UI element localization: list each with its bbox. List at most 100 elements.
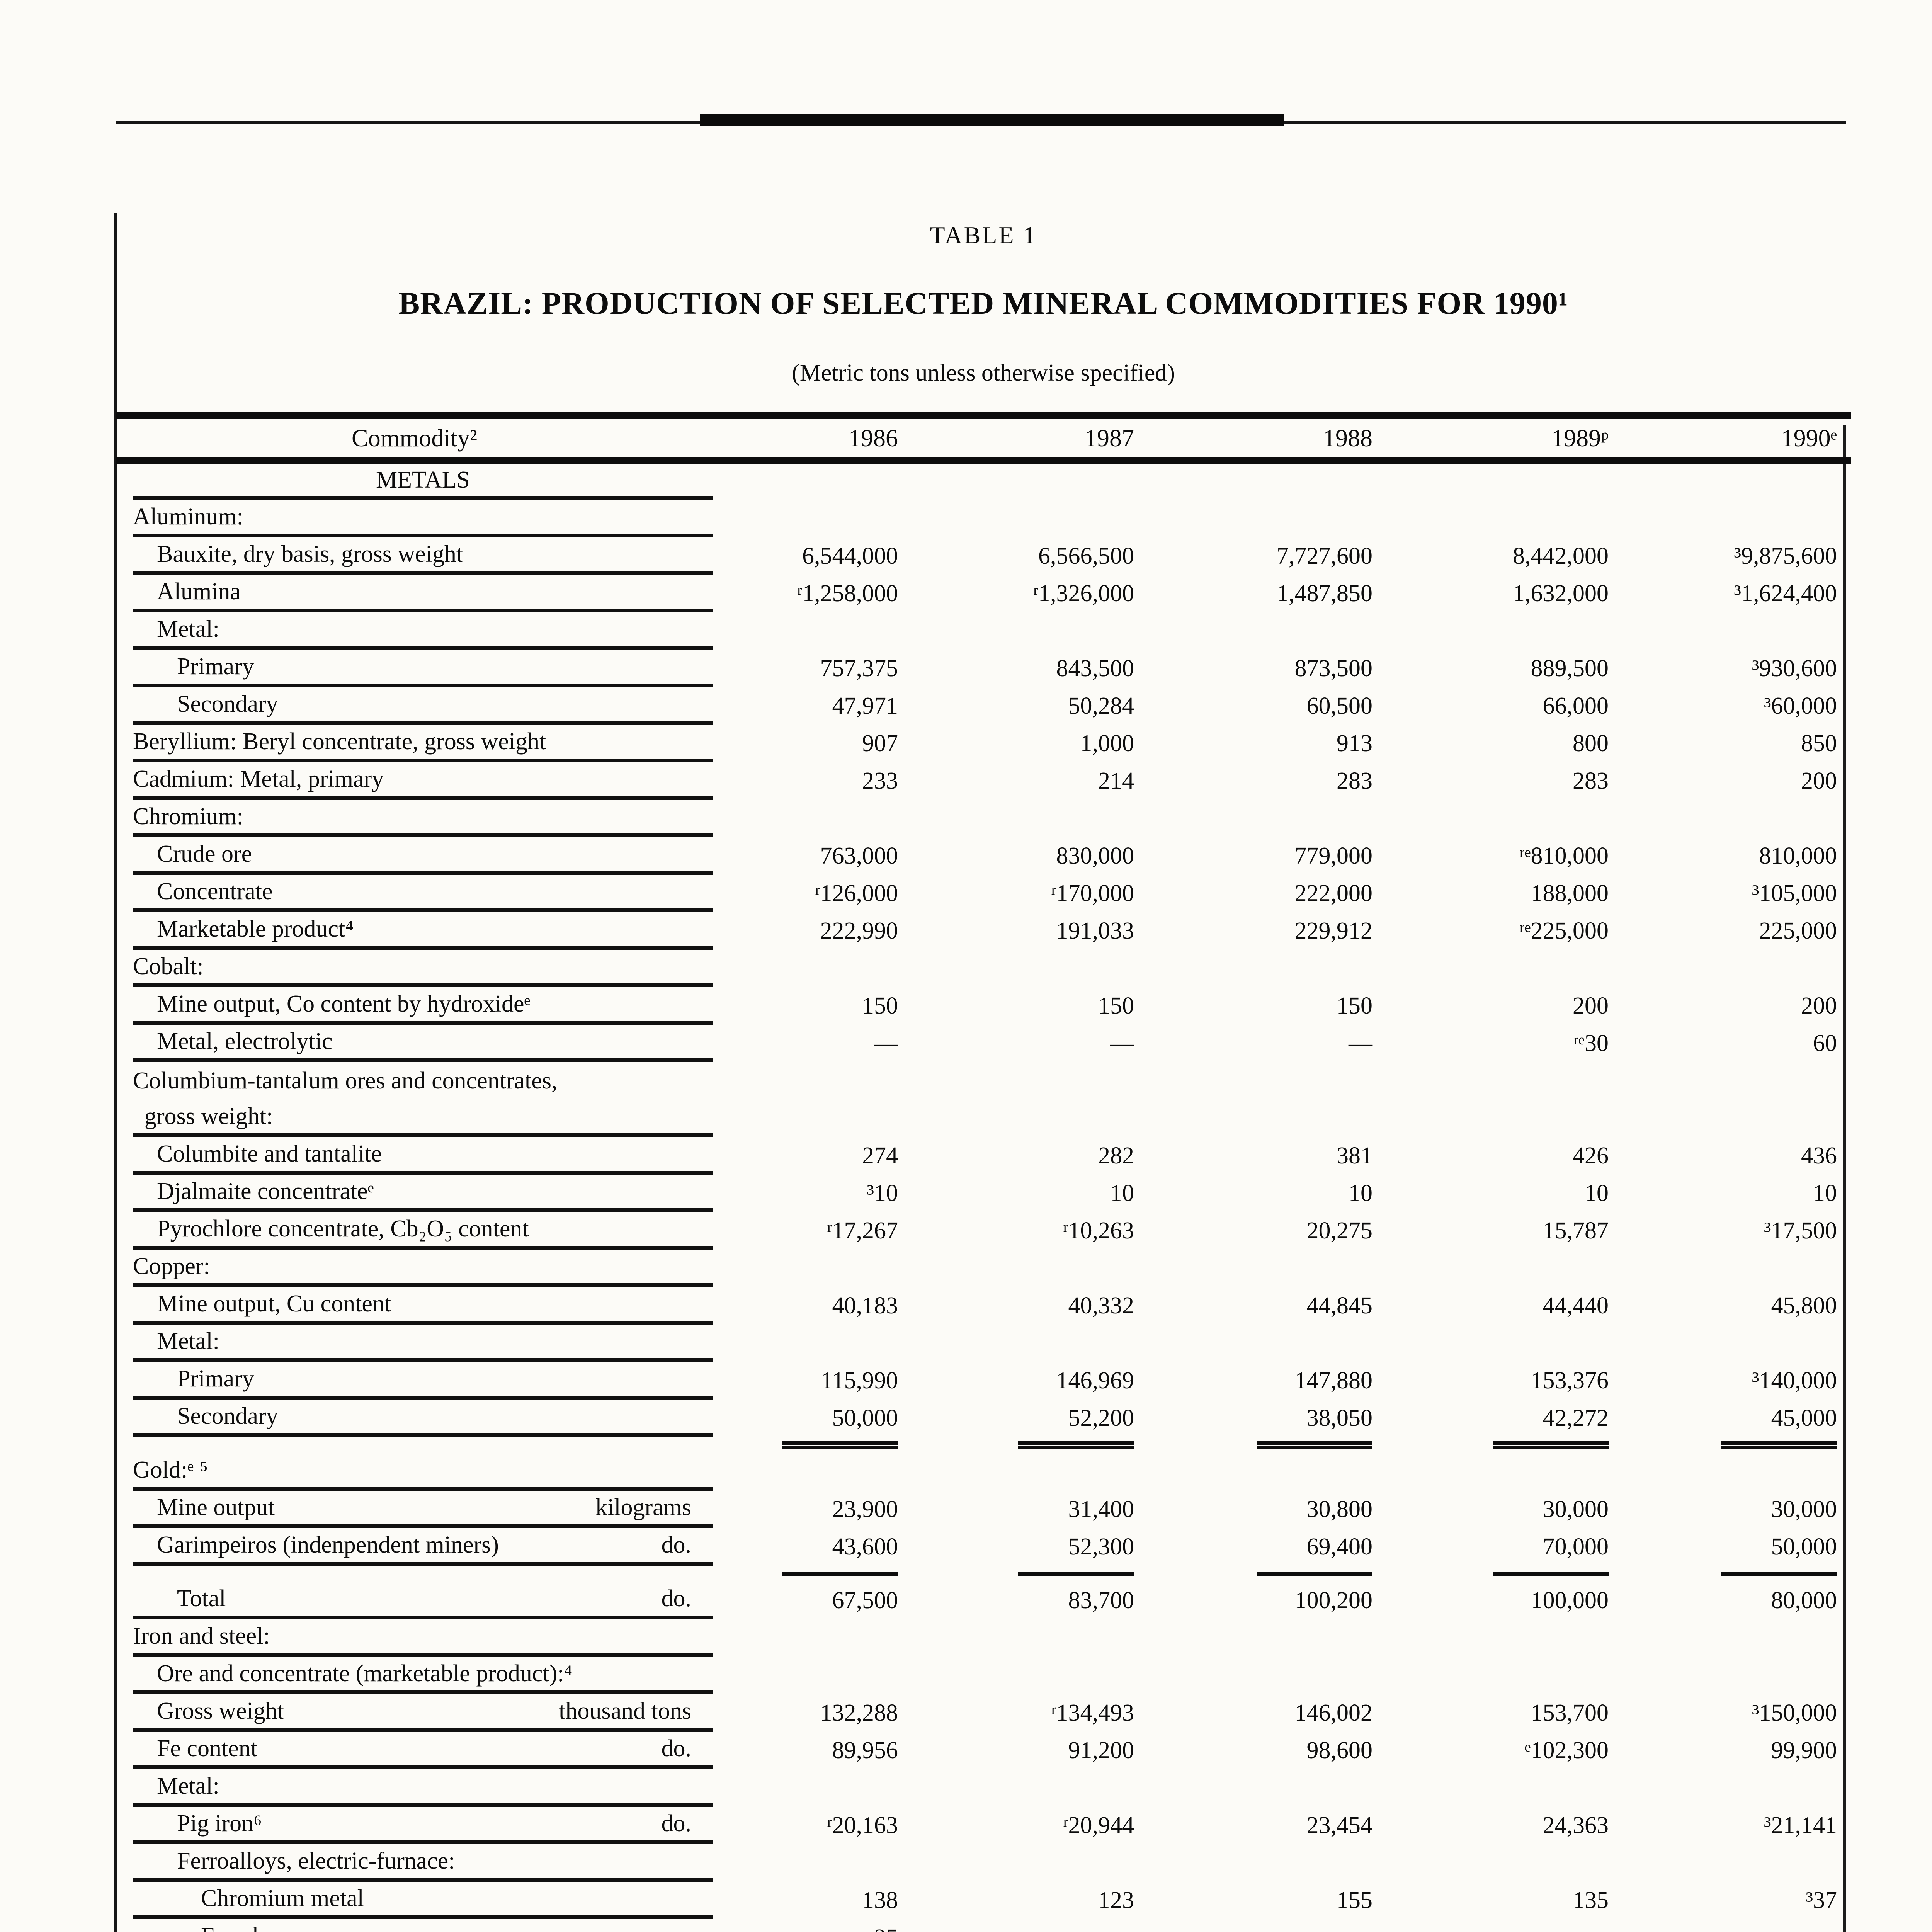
value-cell: 200 xyxy=(1573,993,1609,1019)
column-header-1986: 1986 xyxy=(849,424,898,452)
value-cell xyxy=(713,500,940,537)
value-cell: 150 xyxy=(862,993,898,1019)
value-cell xyxy=(940,1619,1168,1657)
table-row: Garimpeiros (indenpendent miners) do. 43,6… xyxy=(116,1528,1851,1566)
table-row: Ore and concentrate (marketable product)… xyxy=(116,1657,1851,1694)
total-rule xyxy=(1721,1441,1837,1449)
value-cell: 30,000 xyxy=(1771,1496,1837,1522)
value-cell: 229,912 xyxy=(1294,918,1373,944)
commodity-label: Aluminum: xyxy=(133,503,243,530)
value-cell xyxy=(1396,612,1623,650)
table-row: Crude ore 763,000 830,000 779,000 ʳᵉ810,000 8… xyxy=(116,837,1851,875)
table-row: Copper: xyxy=(116,1250,1851,1287)
commodity-cell: Chromium: xyxy=(133,800,713,837)
commodity-cell: Garimpeiros (indenpendent miners) do. xyxy=(133,1528,713,1566)
total-rule xyxy=(1018,1441,1134,1449)
commodity-cell: Columbite and tantalite xyxy=(133,1137,713,1175)
section-heading-row: METALS xyxy=(116,464,1851,500)
value-cell xyxy=(713,612,940,650)
value-cell: ʳ1,326,000 xyxy=(1033,580,1134,607)
value-cell xyxy=(1168,500,1396,537)
value-cell: 60 xyxy=(1813,1030,1837,1056)
value-cell: 274 xyxy=(862,1143,898,1169)
value-cell: 800 xyxy=(1573,730,1609,757)
value-cell xyxy=(940,800,1168,837)
value-cell xyxy=(940,1100,1168,1137)
value-cell xyxy=(1168,800,1396,837)
value-cell: 50,000 xyxy=(832,1405,898,1431)
value-cell: 69,400 xyxy=(1306,1534,1373,1560)
value-cell xyxy=(1168,1062,1396,1100)
value-cell: 850 xyxy=(1801,730,1837,757)
value-cell: 889,500 xyxy=(1531,655,1609,682)
value-cell xyxy=(713,1844,940,1882)
table-row: Marketable product⁴ 222,990 191,033 229,912… xyxy=(116,912,1851,950)
commodity-cell: Beryllium: Beryl concentrate, gross weig… xyxy=(133,725,713,762)
column-header-1988: 1988 xyxy=(1323,424,1372,452)
commodity-cell: Gross weight thousand tons xyxy=(133,1694,713,1732)
commodity-cell: Cobalt: xyxy=(133,950,713,987)
value-cell xyxy=(1168,1844,1396,1882)
commodity-label: Cobalt: xyxy=(133,953,204,980)
value-cell xyxy=(1623,1844,1851,1882)
value-cell: 150 xyxy=(1337,993,1372,1019)
value-cell: 188,000 xyxy=(1531,880,1609,906)
commodity-label: Ferroboron xyxy=(133,1922,309,1932)
value-cell: 7,727,600 xyxy=(1277,543,1372,569)
commodity-label: Pyrochlore concentrate, Cb₂O₅ content xyxy=(157,1216,529,1242)
commodity-cell: Ferroalloys, electric-furnace: xyxy=(133,1844,713,1882)
value-cell xyxy=(1168,1100,1396,1137)
commodity-label: Copper: xyxy=(133,1253,210,1279)
value-cell: 45,000 xyxy=(1771,1405,1837,1431)
value-cell: 153,376 xyxy=(1531,1367,1609,1394)
commodity-cell: Metal, electrolytic xyxy=(133,1025,713,1062)
value-cell: — xyxy=(1110,1030,1134,1056)
value-cell xyxy=(940,1453,1168,1491)
table-rows: Aluminum: Bauxite, dry basis, gross weigh… xyxy=(116,500,1851,1932)
value-cell: 843,500 xyxy=(1056,655,1134,682)
value-cell: 20,275 xyxy=(1306,1218,1373,1244)
total-rule-cell xyxy=(940,1441,1168,1449)
column-header-commodity: Commodity² xyxy=(352,424,477,452)
table-header-row: Commodity² 1986 1987 1988 1989ᵖ 1990ᵉ xyxy=(116,412,1851,464)
value-cell xyxy=(1396,1100,1623,1137)
value-cell: 52,200 xyxy=(1068,1405,1134,1431)
table-row: Mine output, Co content by hydroxideᵉ 150… xyxy=(116,987,1851,1025)
column-header-1989: 1989ᵖ xyxy=(1551,424,1609,452)
value-cell xyxy=(1623,1325,1851,1362)
value-cell: 282 xyxy=(1098,1143,1134,1169)
value-cell xyxy=(940,1844,1168,1882)
value-cell xyxy=(713,1453,940,1491)
value-cell: 123 xyxy=(1098,1887,1134,1913)
value-cell xyxy=(1168,1325,1396,1362)
value-cell: 10 xyxy=(1349,1180,1372,1206)
commodity-label: Gross weight xyxy=(157,1698,284,1724)
commodity-label: Mine output xyxy=(157,1494,275,1520)
value-cell xyxy=(1396,1619,1623,1657)
commodity-cell: Bauxite, dry basis, gross weight xyxy=(133,537,713,575)
value-cell xyxy=(940,1657,1168,1694)
total-rule xyxy=(1493,1571,1609,1576)
total-rule xyxy=(782,1441,898,1449)
value-cell: 200 xyxy=(1801,993,1837,1019)
unit-label: do. xyxy=(661,1585,692,1612)
value-cell xyxy=(1168,1657,1396,1694)
value-cell: 15,787 xyxy=(1543,1218,1609,1244)
table-row: Beryllium: Beryl concentrate, gross weig… xyxy=(116,725,1851,762)
commodity-cell: Aluminum: xyxy=(133,500,713,537)
commodity-label: Metal: xyxy=(157,1328,219,1354)
value-cell xyxy=(1168,1453,1396,1491)
commodity-cell: Alumina xyxy=(133,575,713,612)
value-cell xyxy=(940,950,1168,987)
value-cell: 6,566,500 xyxy=(1038,543,1134,569)
commodity-cell: Total do. xyxy=(133,1582,713,1619)
table-row: Secondary 50,000 52,200 38,050 42,272 45,000 xyxy=(116,1400,1851,1437)
table-row: Cadmium: Metal, primary 233 214 283 283 200 xyxy=(116,762,1851,800)
value-cell: 191,033 xyxy=(1056,918,1134,944)
total-rule-cell xyxy=(713,1571,940,1576)
commodity-cell: Copper: xyxy=(133,1250,713,1287)
value-cell: 222,000 xyxy=(1294,880,1373,906)
value-cell xyxy=(940,1062,1168,1100)
value-cell: 83,700 xyxy=(1068,1587,1134,1614)
page-top-rule-heavy-segment xyxy=(700,114,1284,126)
